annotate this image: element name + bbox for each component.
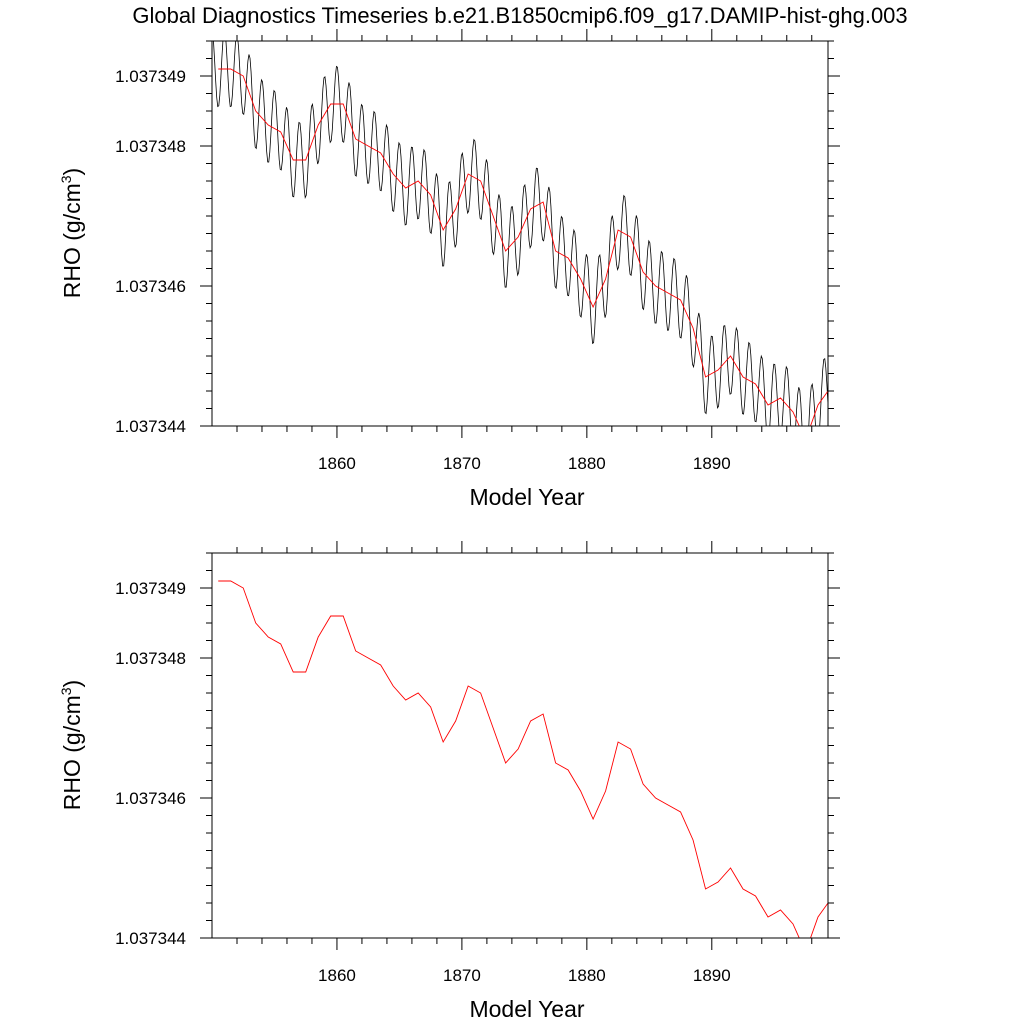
monthly-series-line [212, 41, 828, 426]
annual-mean-series-line [218, 580, 828, 938]
y-tick-label: 1.037348 [115, 137, 186, 156]
x-axis-title: Model Year [469, 996, 584, 1022]
y-axis-title: RHO (g/cm3) [58, 680, 85, 810]
y-tick-label: 1.037349 [115, 579, 186, 598]
y-tick-label: 1.037348 [115, 649, 186, 668]
x-tick-label: 1890 [693, 966, 731, 985]
x-tick-label: 1880 [568, 966, 606, 985]
plot-area [212, 41, 828, 426]
x-axis-title: Model Year [469, 484, 584, 510]
y-axis-title: RHO (g/cm3) [58, 168, 85, 298]
y-tick-label: 1.037344 [115, 417, 186, 436]
top-panel: 1860 1870 1880 1890 1.037344 1.037346 1.037348… [58, 29, 840, 510]
x-tick-label: 1870 [443, 966, 481, 985]
y-tick-label: 1.037344 [115, 929, 186, 948]
y-tick-label: 1.037346 [115, 789, 186, 808]
x-tick-label: 1890 [693, 454, 731, 473]
x-tick-label: 1870 [443, 454, 481, 473]
y-tick-label: 1.037349 [115, 67, 186, 86]
x-tick-label: 1860 [318, 454, 356, 473]
annual-mean-series-line [218, 68, 828, 426]
x-tick-label: 1880 [568, 454, 606, 473]
bottom-panel: 1860 1870 1880 1890 1.037344 1.037346 1.037348… [58, 541, 840, 1022]
y-tick-label: 1.037346 [115, 277, 186, 296]
x-tick-label: 1860 [318, 966, 356, 985]
figure-title: Global Diagnostics Timeseries b.e21.B185… [132, 3, 907, 28]
plot-area [218, 580, 828, 938]
